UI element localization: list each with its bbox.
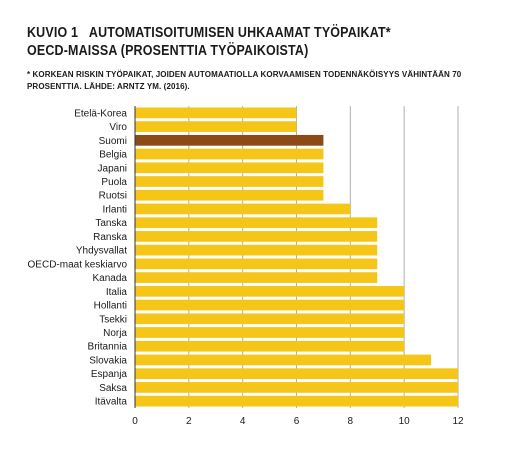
category-label: Tanska [95, 218, 127, 229]
bar [135, 340, 405, 352]
category-label: Viro [109, 122, 127, 133]
bar [135, 395, 458, 407]
tick-label: 2 [186, 416, 192, 427]
bar [135, 176, 324, 187]
bar [135, 272, 378, 283]
bar [135, 107, 297, 119]
category-label: Espanja [91, 369, 128, 380]
bar [135, 217, 378, 229]
bar [135, 258, 378, 270]
category-label: Etelä-Korea [74, 108, 127, 119]
bar [135, 368, 458, 380]
category-label: Hollanti [94, 301, 127, 312]
category-label: Britannia [88, 342, 128, 353]
category-label: Norja [103, 328, 127, 339]
bar [135, 148, 324, 160]
category-label: Ruotsi [99, 191, 127, 202]
tick-label: 4 [240, 416, 246, 427]
category-label: Ranska [93, 232, 127, 243]
tick-label: 8 [348, 416, 354, 427]
chart-title: AUTOMATISOITUMISEN UHKAAMAT TYÖPAIKAT* [88, 25, 391, 41]
bar [135, 299, 405, 311]
category-label: Slovakia [89, 355, 127, 366]
bar [135, 313, 405, 325]
category-label: Kanada [93, 273, 128, 284]
bar [135, 285, 405, 297]
category-label: Suomi [99, 136, 127, 147]
bar [135, 203, 351, 215]
bar [135, 189, 324, 201]
category-label: Yhdysvallat [76, 246, 127, 257]
category-label: Irlanti [103, 204, 127, 215]
category-label: Puola [101, 177, 127, 188]
bar [135, 134, 324, 146]
tick-label: 10 [399, 416, 411, 427]
bar [135, 231, 378, 242]
category-label: Japani [98, 163, 127, 174]
category-label: Itävalta [95, 397, 128, 408]
bar [135, 354, 432, 366]
category-label: Tsekki [99, 314, 127, 325]
chart-note-line-1: * KORKEAN RISKIN TYÖPAIKAT, JOIDEN AUTOM… [27, 70, 462, 79]
bar [135, 382, 458, 393]
tick-label: 6 [294, 416, 300, 427]
category-label: Italia [106, 287, 128, 298]
chart-note-line-2: PROSENTTIA. LÄHDE: ARNTZ YM. (2016). [27, 82, 190, 91]
tick-label: 12 [452, 416, 464, 427]
bar [135, 162, 324, 174]
bar [135, 244, 378, 256]
figure-label: KUVIO 1 [27, 25, 79, 41]
category-label: Saksa [99, 383, 127, 394]
tick-label: 0 [132, 416, 138, 427]
category-label: Belgia [99, 150, 127, 161]
bar [135, 327, 405, 338]
bar [135, 121, 297, 132]
category-label: OECD-maat keskiarvo [28, 259, 128, 270]
chart-subtitle: OECD-MAISSA (PROSENTTIA TYÖPAIKOISTA) [27, 43, 309, 59]
chart-title-line-1: KUVIO 1 AUTOMATISOITUMISEN UHKAAMAT TYÖPA… [27, 25, 391, 41]
